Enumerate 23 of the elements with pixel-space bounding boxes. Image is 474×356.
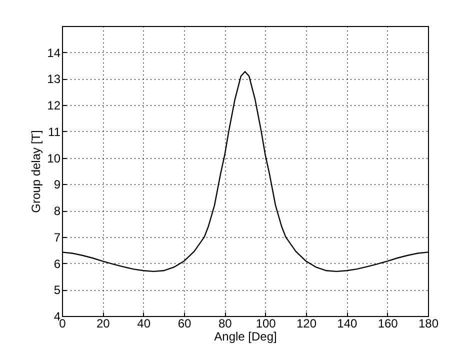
x-tick-label: 140 <box>337 316 358 330</box>
y-tick-label: 12 <box>47 98 61 113</box>
y-tick-label: 14 <box>47 46 61 60</box>
x-tick-label: 0 <box>59 316 66 330</box>
y-tick-label: 6 <box>54 256 61 271</box>
x-tick-label: 20 <box>96 316 110 330</box>
y-tick-label: 13 <box>47 72 61 86</box>
y-tick-label: 9 <box>54 178 61 192</box>
x-tick-label: 160 <box>378 316 398 330</box>
y-axis-title: Group delay [T] <box>29 130 44 213</box>
x-tick-label: 60 <box>178 316 192 330</box>
x-tick-label: 40 <box>137 316 151 330</box>
y-tick-label: 5 <box>54 283 61 298</box>
x-tick-label: 80 <box>218 316 232 330</box>
x-tick-label: 100 <box>256 316 276 330</box>
x-tick-label: 120 <box>296 316 317 330</box>
y-tick-label: 4 <box>54 310 61 324</box>
x-axis-title: Angle [Deg] <box>214 330 277 344</box>
y-tick-label: 10 <box>47 151 61 166</box>
y-tick-label: 11 <box>48 124 61 139</box>
y-tick-label: 7 <box>54 230 61 244</box>
x-tick-label: 180 <box>418 316 439 330</box>
y-tick-label: 8 <box>54 204 61 218</box>
